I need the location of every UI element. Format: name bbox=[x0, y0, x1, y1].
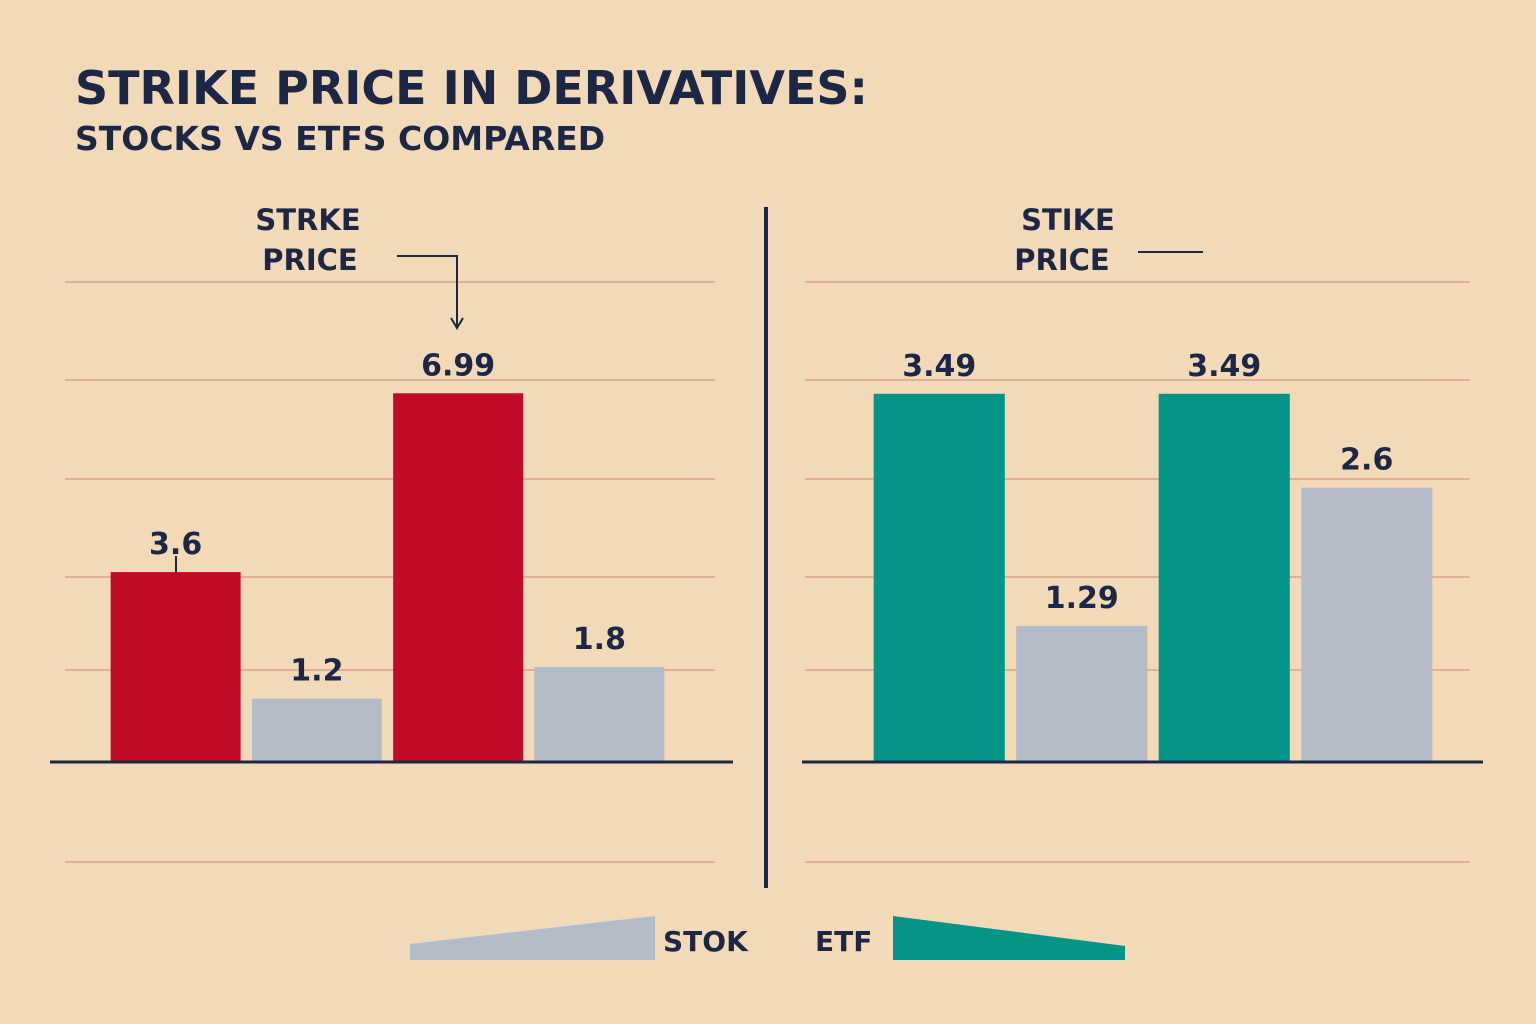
annotation: STRKE bbox=[255, 203, 360, 237]
bar bbox=[1301, 487, 1433, 762]
value-label: 3.49 bbox=[902, 349, 976, 384]
legend-label: ETF bbox=[815, 925, 872, 958]
value-label: 6.99 bbox=[421, 348, 495, 383]
legend-label: STOK bbox=[663, 925, 749, 958]
chart-title: STRIKE PRICE IN DERIVATIVES: bbox=[75, 61, 868, 115]
chart-subtitle: STOCKS VS ETFS COMPARED bbox=[75, 119, 605, 158]
legend-swatch bbox=[893, 916, 1125, 960]
bar bbox=[534, 667, 665, 762]
bar bbox=[110, 572, 241, 762]
bar bbox=[873, 393, 1005, 762]
value-label: 1.2 bbox=[290, 654, 343, 689]
value-label: 1.29 bbox=[1045, 581, 1119, 616]
bar bbox=[1158, 393, 1290, 762]
legend-swatch bbox=[410, 916, 655, 960]
bar bbox=[1016, 625, 1148, 762]
value-label: 2.6 bbox=[1340, 443, 1393, 478]
annotation: STIKE bbox=[1021, 203, 1115, 237]
value-label: 3.49 bbox=[1187, 349, 1261, 384]
value-label: 3.6 bbox=[149, 527, 202, 562]
value-label: 1.8 bbox=[573, 622, 626, 657]
bar bbox=[251, 698, 382, 762]
annotation: PRICE bbox=[1014, 243, 1109, 277]
annotation: PRICE bbox=[262, 243, 357, 277]
bar bbox=[393, 393, 524, 762]
